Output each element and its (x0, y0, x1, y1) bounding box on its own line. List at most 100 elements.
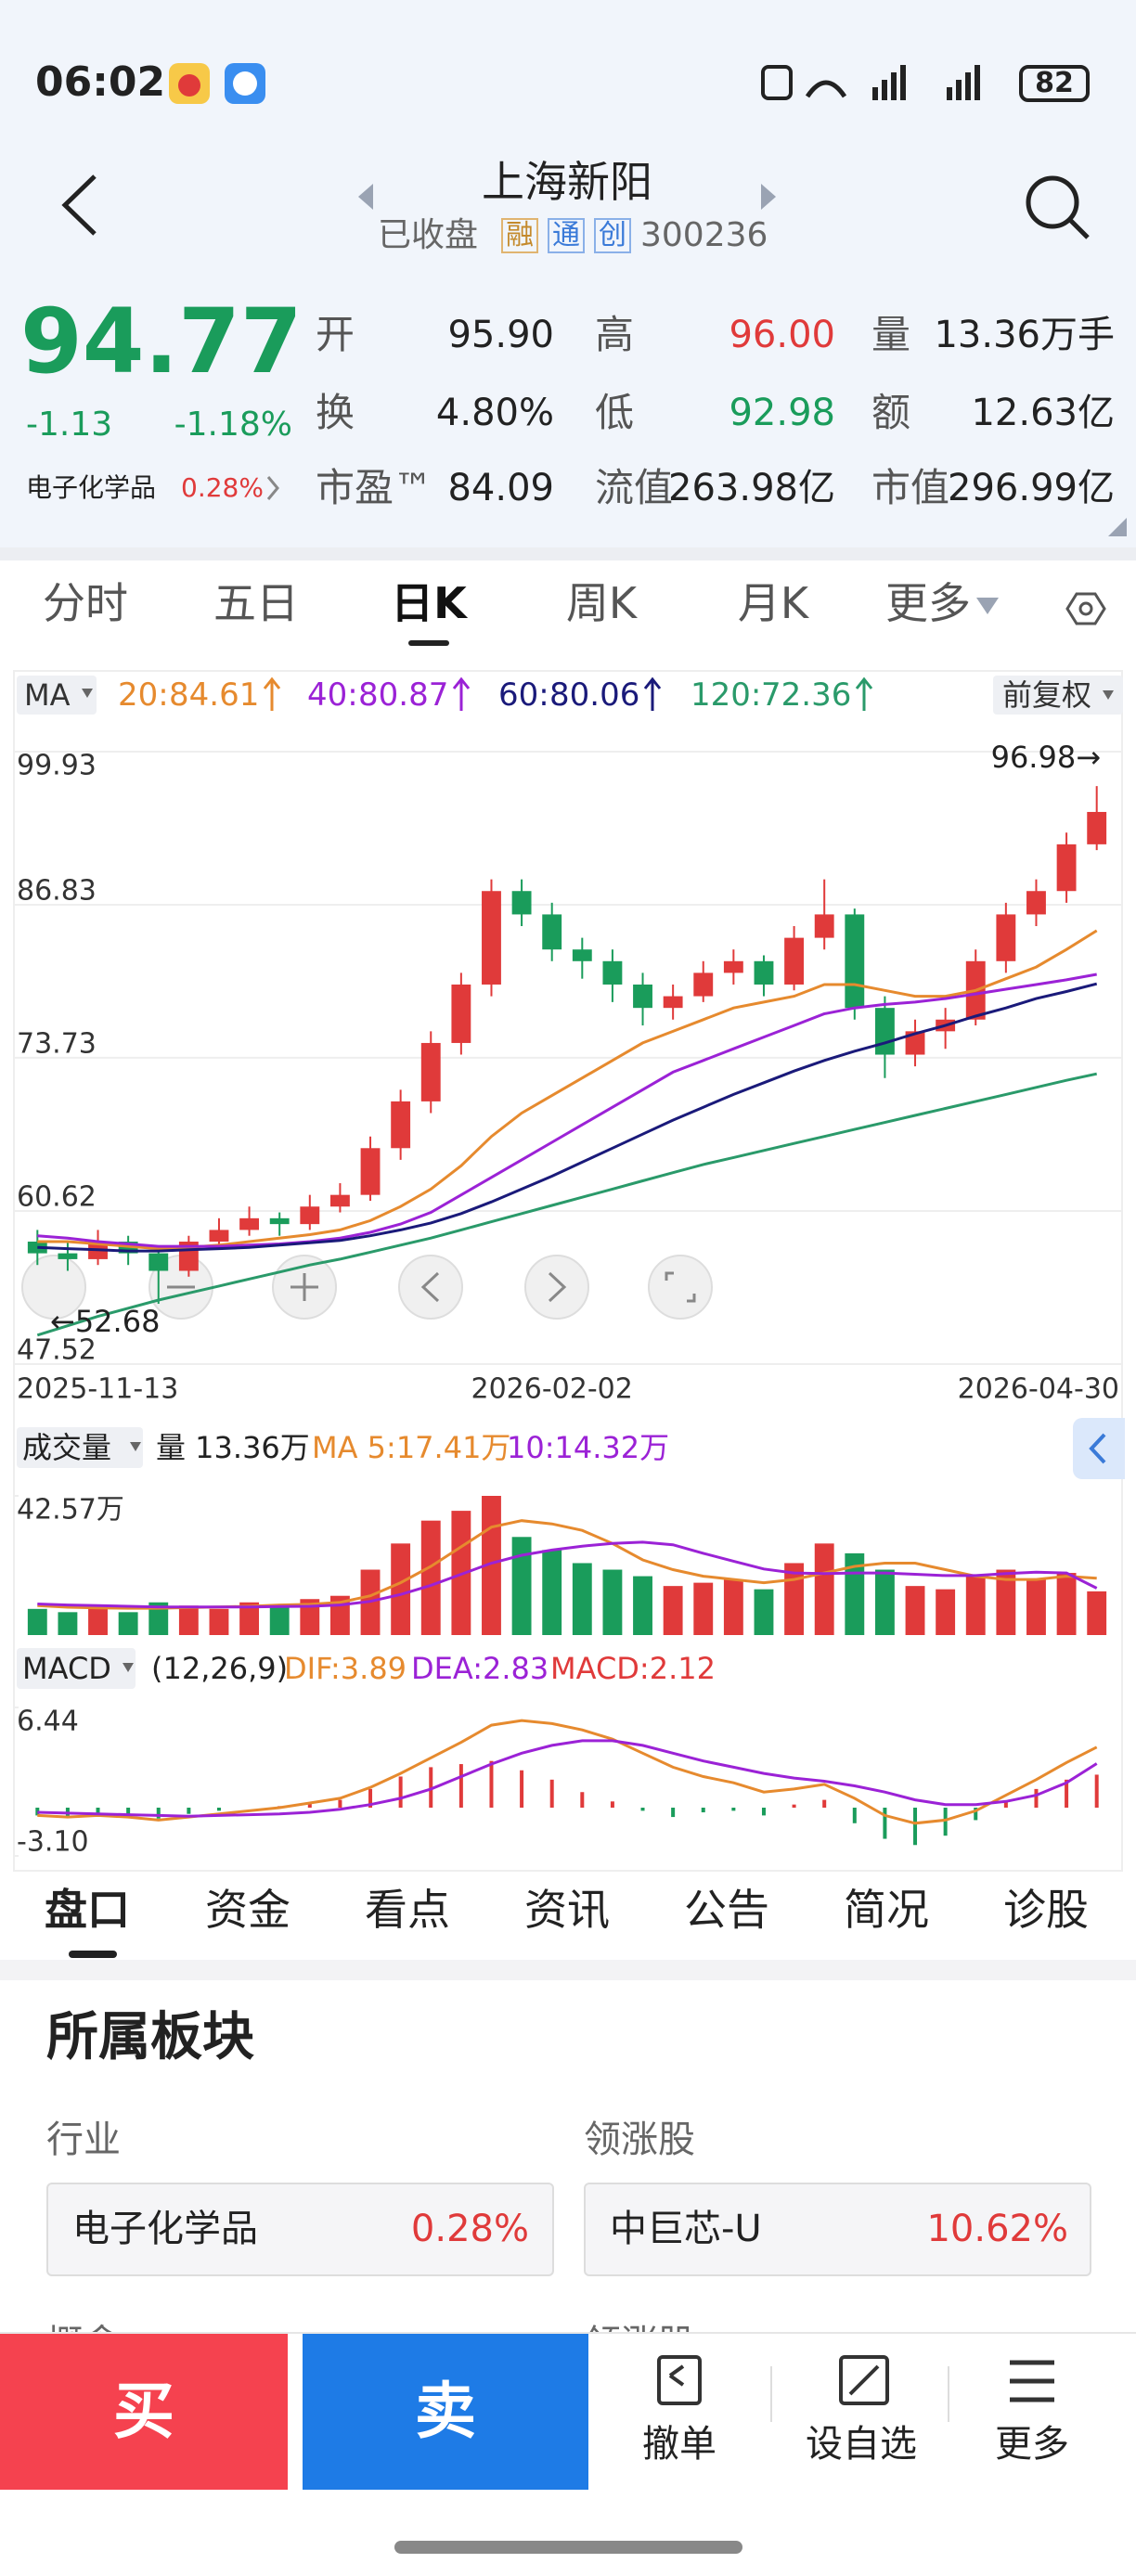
status-icons (761, 65, 980, 100)
volume-bar (663, 1586, 683, 1635)
y-tick-label: 73.73 (17, 1027, 97, 1060)
chart-tab[interactable]: 日K (391, 578, 467, 628)
y-tick-label: 6.44 (17, 1706, 79, 1738)
candle-body (754, 960, 774, 985)
sector-card[interactable] (46, 2183, 554, 2276)
candle-body (420, 1042, 441, 1101)
prev-next[interactable] (349, 180, 785, 213)
macd-bar (913, 1808, 918, 1846)
volume-box[interactable] (17, 1427, 143, 1468)
volume-bar (118, 1612, 138, 1635)
candle-body (905, 1031, 925, 1055)
adjust-box[interactable] (993, 676, 1123, 715)
change-pct: -1.18% (174, 406, 292, 444)
macd-bar (156, 1808, 161, 1819)
stock-name: 上海新阳 (482, 157, 652, 207)
volume-title[interactable]: 成交量 (22, 1430, 112, 1465)
leader-card[interactable] (584, 2183, 1091, 2276)
x-tick-label: 2025-11-13 (17, 1373, 178, 1406)
volume-bar (300, 1599, 320, 1635)
collapse-button[interactable] (1073, 1418, 1125, 1479)
tab-underline (408, 640, 449, 646)
buy-button[interactable]: 买 (0, 2334, 288, 2490)
volume-bar (936, 1589, 956, 1635)
candle-body (572, 949, 592, 961)
volume-bar (572, 1563, 592, 1635)
line (36, 1072, 1098, 1337)
chart-tab[interactable]: 更多 (885, 578, 971, 628)
macd-bar (338, 1799, 342, 1809)
candle-body (58, 1253, 78, 1259)
candle-body (511, 891, 532, 915)
indicator-box[interactable] (17, 676, 97, 715)
ma-value: 80.06 (549, 676, 640, 714)
notification-icons (169, 63, 265, 104)
info-tab[interactable]: 诊股 (1003, 1885, 1089, 1935)
macd-box[interactable] (17, 1648, 136, 1689)
chart-tab[interactable]: 分时 (43, 578, 128, 628)
price: 94.77 (20, 290, 303, 393)
stat-value: 4.80% (435, 392, 554, 434)
ma-name: 60: (498, 676, 549, 714)
candle-body (1026, 891, 1046, 915)
action[interactable]: 更多 (995, 2423, 1069, 2466)
candle-body (633, 984, 652, 1009)
clock: 06:02 (35, 58, 166, 106)
candle-body (1087, 811, 1107, 844)
stat-value: 13.36万手 (934, 314, 1115, 356)
corner (1108, 518, 1127, 536)
ma-value: 72.36 (761, 676, 852, 714)
stat-value: 84.09 (447, 467, 554, 509)
macd-bar (1034, 1788, 1039, 1809)
macd-title[interactable]: MACD (22, 1651, 111, 1686)
info-tab[interactable]: 简况 (844, 1885, 929, 1935)
macd-bar (458, 1764, 463, 1809)
candle-body (391, 1101, 411, 1149)
macd-bar (489, 1760, 494, 1809)
chart-tab[interactable]: 周K (565, 578, 638, 628)
volume-bar (27, 1608, 47, 1635)
stat-value: 12.63亿 (971, 392, 1115, 434)
sell-button[interactable]: 卖 (303, 2334, 588, 2490)
candle-body (329, 1194, 350, 1207)
adjust[interactable]: 前复权 (1002, 677, 1092, 713)
tab-indicator (69, 1951, 117, 1958)
macd-bar (549, 1779, 554, 1809)
candle-body (209, 1230, 229, 1243)
macd-bar (429, 1767, 433, 1809)
stat-value: 263.98亿 (668, 467, 835, 509)
chart-tab[interactable]: 五日 (213, 578, 299, 628)
chevron[interactable] (265, 473, 283, 503)
collapse-arrow[interactable] (1089, 1433, 1106, 1464)
macd-bar (1094, 1774, 1099, 1809)
macd-bar (580, 1792, 585, 1809)
action-icons[interactable] (594, 2348, 1136, 2422)
macd-bar (792, 1804, 796, 1809)
info-tab[interactable]: 看点 (365, 1885, 450, 1935)
volume-legend: 量 13.36万 (156, 1430, 310, 1465)
ma-arrow (855, 676, 873, 711)
sector: 电子化学品 (26, 472, 157, 503)
info-tab[interactable]: 资讯 (524, 1885, 610, 1935)
chart-tab[interactable]: 月K (737, 578, 809, 628)
info-tab[interactable]: 公告 (684, 1885, 769, 1935)
indicator[interactable]: MA (24, 677, 71, 713)
volume-bar (602, 1569, 623, 1635)
info-tab[interactable]: 盘口 (45, 1885, 130, 1935)
line (37, 1719, 1098, 1825)
macd-legend-item: MACD:2.12 (550, 1651, 716, 1686)
tab-icons[interactable] (976, 590, 1116, 627)
candle-body (996, 914, 1016, 961)
info-tab[interactable]: 资金 (205, 1885, 290, 1935)
search-button[interactable] (1021, 171, 1091, 241)
dropdown-arrows (82, 689, 1114, 1672)
action[interactable]: 设自选 (806, 2423, 917, 2466)
annotation: ←52.68 (50, 1304, 160, 1339)
macd-bar (943, 1808, 948, 1836)
volume-legend: MA 5:17.41万 (312, 1430, 511, 1465)
macd-bar (883, 1808, 887, 1839)
back-button[interactable] (56, 173, 102, 238)
action[interactable]: 撤单 (642, 2423, 716, 2466)
column-heading: 行业 (46, 2119, 121, 2161)
card-name: 电子化学品 (72, 2208, 258, 2250)
